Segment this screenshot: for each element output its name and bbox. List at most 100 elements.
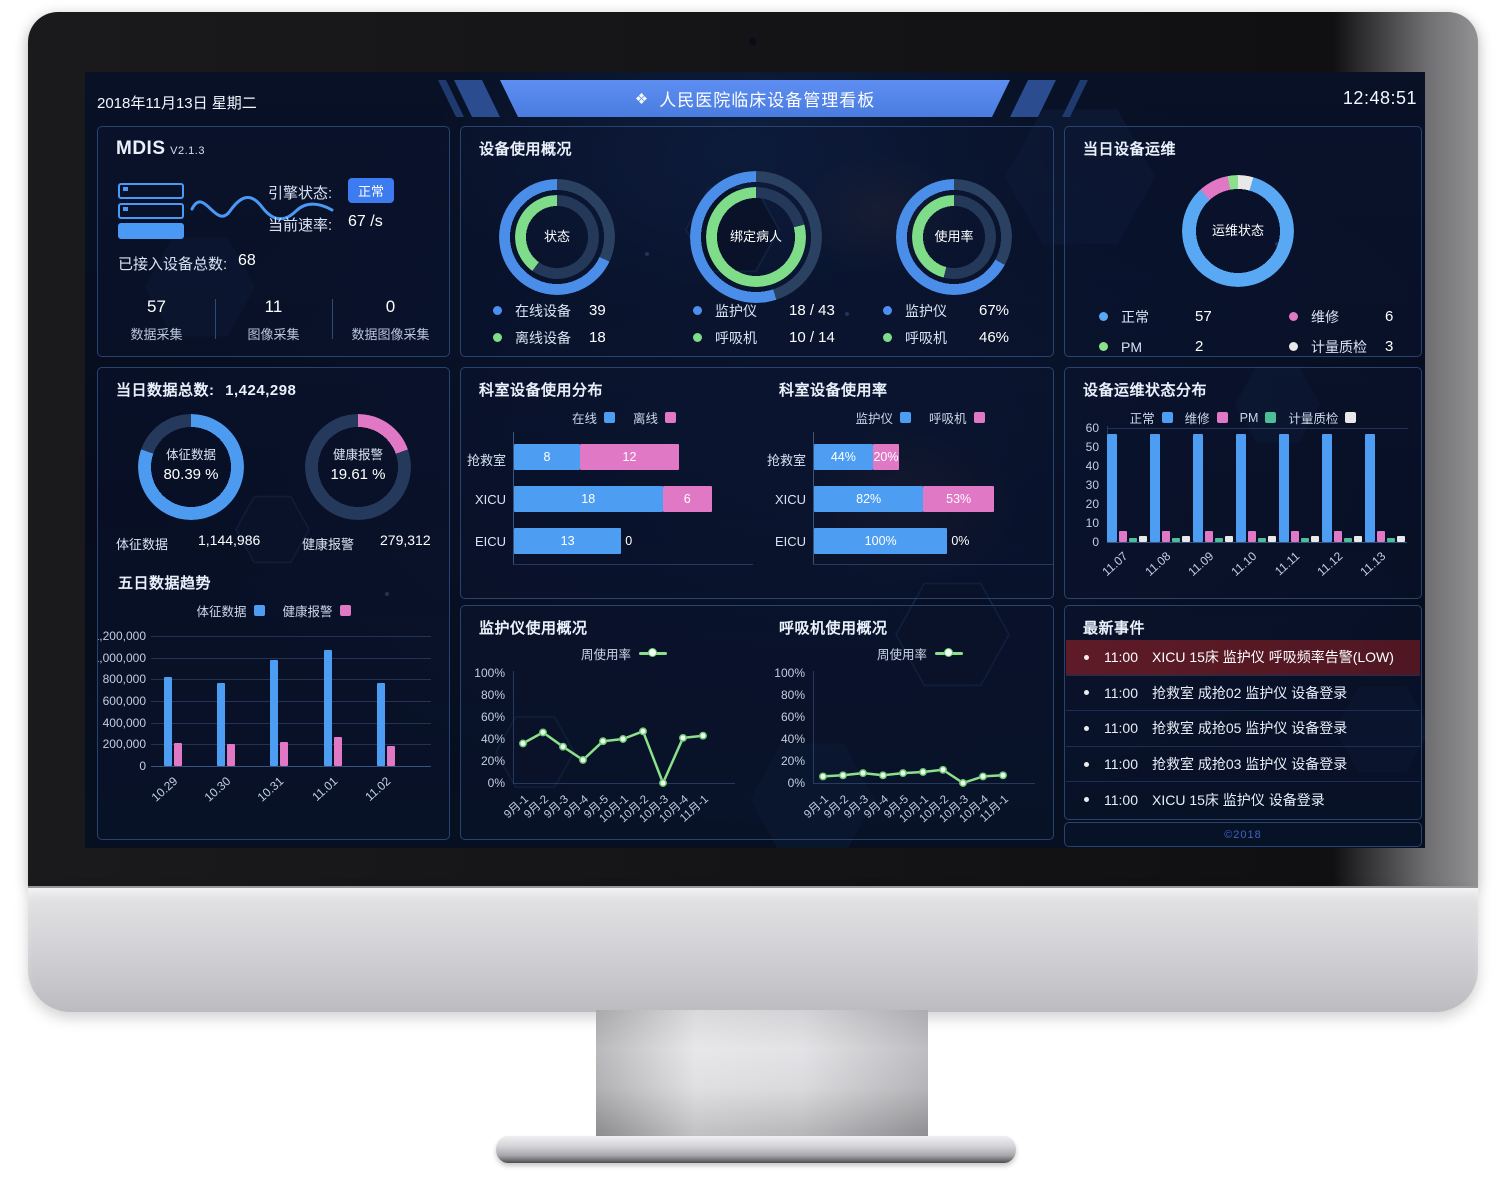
- bar-vital: [324, 650, 332, 766]
- hbar-seg1: [514, 528, 622, 554]
- y-tick: 40%: [480, 732, 505, 746]
- glow-dot-icon: [385, 592, 389, 596]
- ops-dist-legend: 正常 维修 PM 计量质检: [1065, 408, 1421, 427]
- ops-bar: [1291, 530, 1299, 542]
- x-tick: 11.11: [1272, 549, 1303, 579]
- legend-value: 2: [1195, 338, 1204, 355]
- legend-value: 3: [1385, 338, 1394, 355]
- hbar-seg2: [580, 444, 679, 470]
- engine-status-badge: 正常: [348, 178, 395, 203]
- legend-row: 维修 6: [1289, 303, 1425, 330]
- ops-bar: [1334, 530, 1342, 542]
- dept-dist-title: 科室设备使用分布: [479, 382, 604, 399]
- daily-total-value: 1,424,298: [225, 382, 297, 399]
- y-tick: 0%: [787, 776, 805, 790]
- hbar-value: 12: [622, 450, 637, 464]
- event-time: 11:00: [1104, 649, 1138, 666]
- legend-value: 39: [589, 302, 606, 319]
- category-label: XICU: [474, 492, 506, 507]
- vital-value: 1,144,986: [198, 532, 261, 548]
- mdis-stat: 57 数据采集: [98, 297, 215, 343]
- webcam-icon: [747, 36, 758, 47]
- grid-line: [151, 679, 431, 681]
- glow-dot-icon: [845, 312, 849, 316]
- legend-dot-icon: [1289, 312, 1298, 321]
- x-tick: 10.31: [254, 774, 287, 805]
- dept-rate-title: 科室设备使用率: [779, 382, 888, 399]
- grid-line: [1108, 428, 1408, 429]
- legend-dot-icon: [493, 306, 502, 315]
- legend-label: 呼吸机: [929, 412, 967, 426]
- bar-alert: [387, 745, 395, 766]
- event-text: XICU 15床 监护仪 呼吸频率告警(LOW): [1152, 649, 1394, 666]
- monitor-chin: [28, 886, 1478, 1012]
- event-row: 11:00 抢救室 成抢03 监护仪 设备登录: [1066, 745, 1420, 782]
- hbar-value: 0%: [951, 534, 970, 548]
- daily-total-label: 当日数据总数:: [116, 382, 215, 399]
- y-tick: 0: [139, 759, 146, 773]
- ops-bar: [1193, 433, 1203, 542]
- dept-charts-panel: 科室设备使用分布 科室设备使用率 在线 离线 监护仪 呼吸机 抢救室 8 12 XICU 1…: [460, 367, 1054, 599]
- x-tick: 10.30: [201, 774, 234, 805]
- donut-legend: 监护仪 18 / 43 呼吸机 10 / 14: [693, 297, 868, 351]
- glow-dot-icon: [645, 252, 649, 256]
- legend-item: 计量质检: [1288, 408, 1357, 427]
- legend-label: 计量质检: [1311, 338, 1367, 355]
- donut-legend: 监护仪 67% 呼吸机 46%: [883, 297, 1058, 351]
- y-tick: 30: [1085, 478, 1099, 492]
- legend-row: 离线设备 18: [493, 324, 668, 351]
- legend-value: 18 / 43: [789, 302, 835, 319]
- mdis-version: V2.1.3: [170, 145, 205, 157]
- bullet-icon: [1084, 797, 1089, 803]
- legend-label: 监护仪: [855, 412, 893, 426]
- hbar-seg1: [514, 444, 580, 470]
- legend-label: 监护仪: [715, 302, 757, 319]
- legend-label: 周使用率: [580, 648, 631, 662]
- donut-center-label: 体征数据: [165, 448, 216, 462]
- donut-inner-ring: [706, 187, 806, 287]
- stat-divider: [215, 299, 216, 339]
- ops-bar: [1301, 538, 1309, 542]
- category-label: 抢救室: [466, 453, 506, 468]
- y-tick: 80%: [480, 688, 505, 702]
- x-axis-line: [813, 783, 1035, 784]
- ops-bar: [1322, 433, 1332, 542]
- y-axis-line: [513, 671, 514, 783]
- event-list: 11:00 XICU 15床 监护仪 呼吸频率告警(LOW) 11:00 抢救室 成抢…: [1066, 640, 1420, 817]
- ops-bar: [1279, 433, 1289, 542]
- event-row-alarm: 11:00 XICU 15床 监护仪 呼吸频率告警(LOW): [1066, 640, 1420, 675]
- stat-label: 图像采集: [247, 327, 300, 342]
- panel-title: MDIS V2.1.3: [116, 138, 205, 160]
- legend-label: 离线设备: [515, 329, 571, 346]
- x-tick: 11.10: [1228, 549, 1260, 579]
- bar-alert: [174, 742, 182, 766]
- y-tick: 800,000: [102, 672, 146, 687]
- legend-swatch-icon: [900, 412, 911, 423]
- alert-value: 279,312: [380, 532, 431, 548]
- legend-item: 体征数据: [196, 601, 265, 620]
- y-tick: 20%: [480, 754, 505, 768]
- legend-swatch-icon: [1216, 412, 1228, 423]
- legend-item: 维修: [1185, 408, 1228, 427]
- ops-bar: [1182, 536, 1190, 542]
- stat-value: 11: [264, 297, 283, 316]
- event-text: XICU 15床 监护仪 设备登录: [1152, 791, 1325, 808]
- event-time: 11:00: [1104, 791, 1138, 808]
- bar-alert: [227, 744, 235, 766]
- dept-dist-legend: 在线 离线: [491, 408, 757, 427]
- legend-value: 18: [589, 329, 606, 346]
- hbar-seg2: [872, 444, 900, 470]
- donut-center-value: 80.39 %: [163, 466, 219, 483]
- hexagon-icon: [1005, 109, 1155, 245]
- donut-center-label: 使用率: [934, 229, 974, 244]
- donut-inner-ring: [912, 195, 996, 279]
- hbar-value: 53%: [946, 492, 972, 506]
- x-axis-line: [1107, 542, 1407, 543]
- ops-bar: [1107, 433, 1117, 542]
- grid-line: [151, 722, 431, 724]
- grid-line: [151, 657, 431, 659]
- legend-dot-icon: [1289, 342, 1298, 351]
- y-tick: 600,000: [102, 694, 146, 708]
- category-label: EICU: [474, 534, 506, 549]
- y-tick: 400,000: [102, 715, 146, 730]
